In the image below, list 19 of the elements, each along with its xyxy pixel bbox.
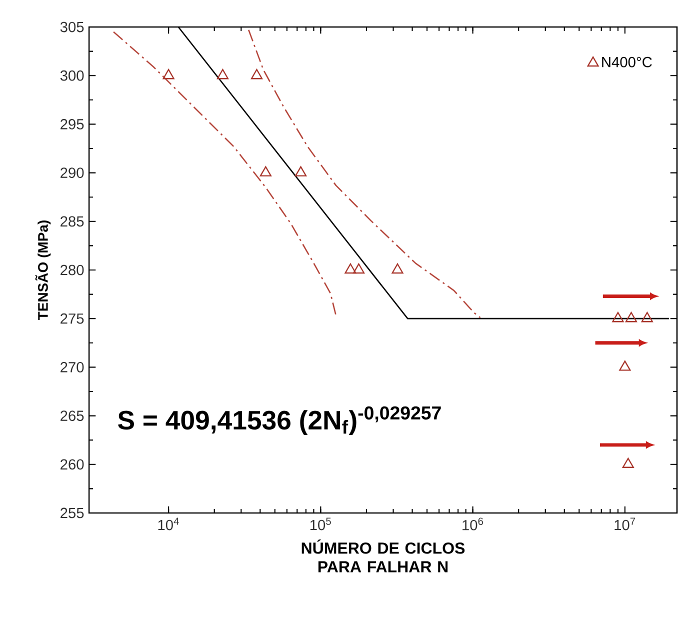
y-axis-title: TENSÃO (MPa) bbox=[35, 220, 51, 320]
x-tick-label: 10$^{6}$ bbox=[462, 518, 484, 530]
y-tick-label: 270 bbox=[60, 362, 84, 372]
y-tick-label: 290 bbox=[60, 168, 84, 178]
y-tick-label: 275 bbox=[60, 313, 84, 324]
y-tick-label: 305 bbox=[60, 22, 84, 32]
y-tick-label: 280 bbox=[60, 264, 84, 276]
legend-label: N400°C bbox=[602, 56, 652, 68]
x-axis-title: NÚMERO DE CICLOS PARA FALHAR N bbox=[302, 539, 465, 572]
y-tick-label: 285 bbox=[60, 216, 84, 227]
y-tick-label: 300 bbox=[60, 70, 84, 81]
text: S = 409,41536 (2N$_{f}$)$^{-0,029257}$ bbox=[118, 406, 441, 435]
y-tick-label: 295 bbox=[60, 119, 84, 130]
x-tick-label: 10$^{5}$ bbox=[310, 518, 331, 530]
x-tick-label: 10$^{4}$ bbox=[158, 518, 179, 530]
y-tick-label: 260 bbox=[60, 459, 84, 470]
y-tick-label: 265 bbox=[60, 410, 84, 421]
y-tick-label: 255 bbox=[60, 508, 84, 518]
x-tick-label: 10$^{7}$ bbox=[614, 518, 636, 530]
